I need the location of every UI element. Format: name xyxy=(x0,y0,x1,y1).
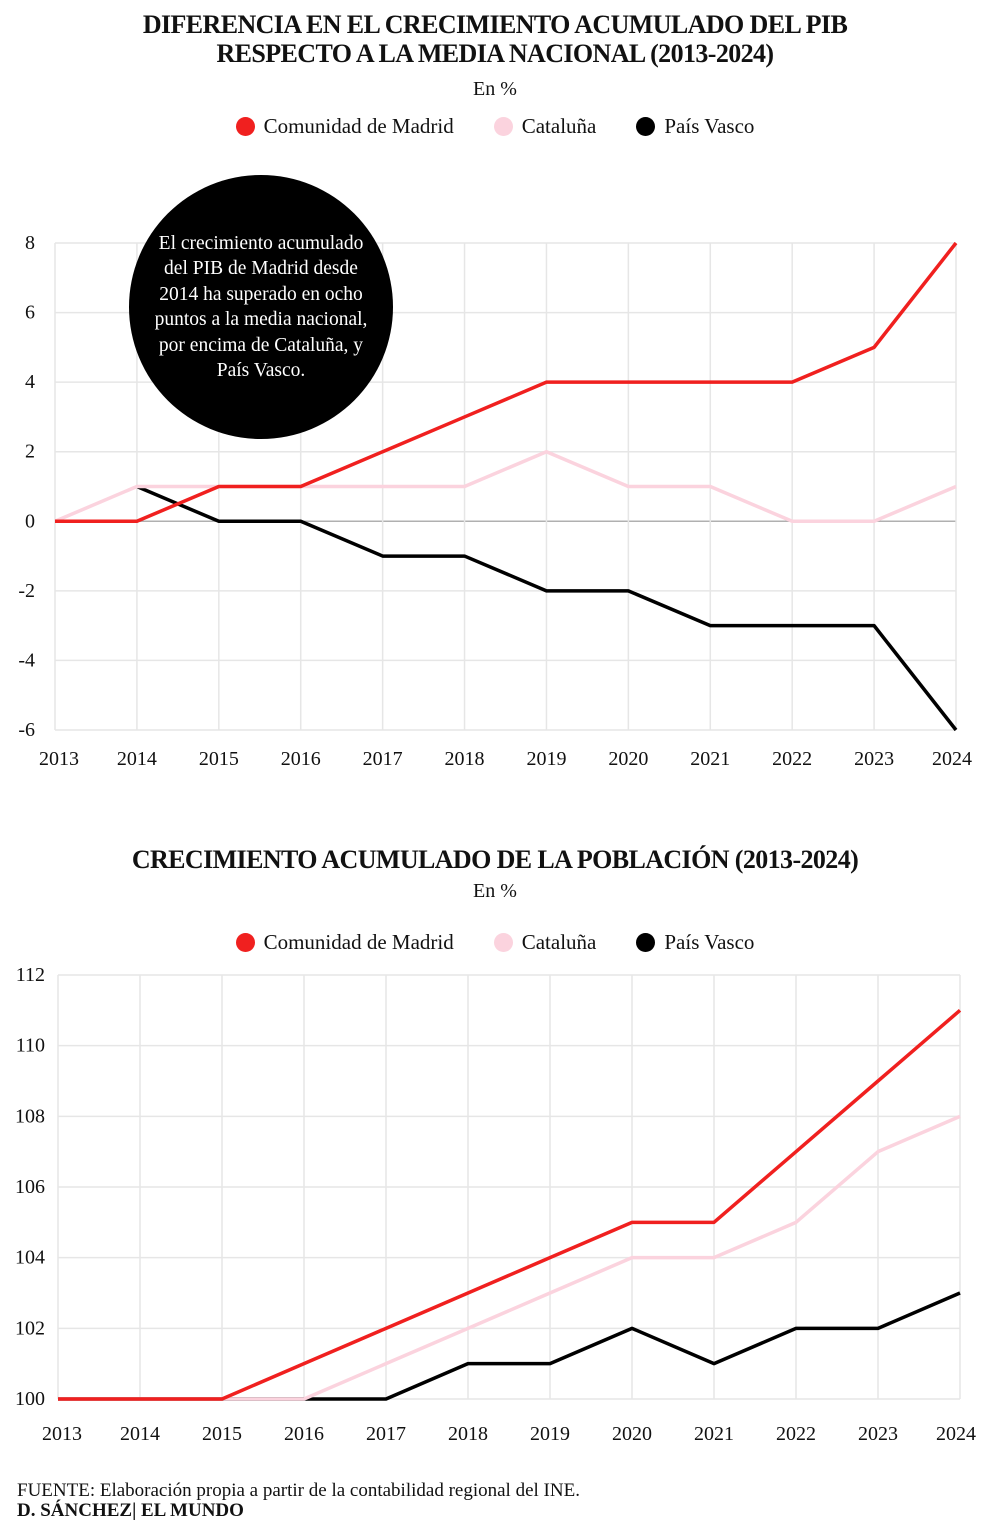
legend-label: Comunidad de Madrid xyxy=(263,114,454,138)
legend-dot-icon xyxy=(493,933,513,952)
legend-item: País Vasco xyxy=(636,114,754,139)
y-tick-label: 102 xyxy=(15,1317,45,1339)
x-tick-label: 2019 xyxy=(526,748,566,770)
x-tick-label: 2013 xyxy=(42,1423,82,1445)
legend-label: Cataluña xyxy=(521,930,597,954)
annotation-bubble: El crecimiento acumulado del PIB de Madr… xyxy=(129,175,393,439)
x-tick-label: 2016 xyxy=(284,1423,324,1445)
y-tick-label: 112 xyxy=(16,964,45,986)
legend-label: Comunidad de Madrid xyxy=(263,930,454,954)
y-tick-label: 2 xyxy=(25,441,35,463)
legend-label: País Vasco xyxy=(664,930,755,954)
chart2-subtitle: En % xyxy=(473,880,517,902)
x-tick-label: 2024 xyxy=(932,748,972,770)
chart1-title: DIFERENCIA EN EL CRECIMIENTO ACUMULADO D… xyxy=(0,10,990,68)
x-tick-label: 2017 xyxy=(366,1423,406,1445)
x-tick-label: 2022 xyxy=(776,1423,816,1445)
x-tick-label: 2015 xyxy=(199,748,239,770)
x-tick-label: 2018 xyxy=(445,748,485,770)
y-tick-label: 0 xyxy=(25,510,35,532)
y-tick-label: 6 xyxy=(25,302,35,324)
x-tick-label: 2014 xyxy=(117,748,157,770)
legend-label: Cataluña xyxy=(521,114,597,138)
y-tick-label: 100 xyxy=(15,1388,45,1410)
series-line-comunidad-de-madrid xyxy=(58,1009,962,1401)
chart1-legend: Comunidad de Madrid Cataluña País Vasco xyxy=(0,114,990,139)
legend-dot-icon xyxy=(636,933,656,952)
legend-item: País Vasco xyxy=(636,930,754,955)
x-tick-label: 2018 xyxy=(448,1423,488,1445)
x-tick-label: 2021 xyxy=(694,1423,734,1445)
x-tick-label: 2013 xyxy=(39,748,79,770)
y-tick-label: 108 xyxy=(15,1105,45,1127)
chart2-title: CRECIMIENTO ACUMULADO DE LA POBLACIÓN (2… xyxy=(131,845,859,874)
series-line-comunidad-de-madrid xyxy=(55,241,958,524)
y-tick-label: -6 xyxy=(18,719,35,741)
chart1-title-line2: RESPECTO A LA MEDIA NACIONAL (2013-2024) xyxy=(216,39,775,68)
legend-dot-icon xyxy=(235,933,255,952)
legend-dot-icon xyxy=(636,117,656,136)
series-line-pa-s-vasco xyxy=(136,484,958,732)
x-tick-label: 2020 xyxy=(612,1423,652,1445)
y-tick-label: 4 xyxy=(25,371,35,393)
legend-item: Comunidad de Madrid xyxy=(235,930,454,955)
x-tick-label: 2016 xyxy=(281,748,321,770)
legend-item: Comunidad de Madrid xyxy=(235,114,454,139)
y-tick-label: -4 xyxy=(18,649,35,671)
source-note: FUENTE: Elaboración propia a partir de l… xyxy=(17,1480,580,1501)
y-tick-label: 106 xyxy=(15,1176,45,1198)
x-tick-label: 2017 xyxy=(363,748,403,770)
y-tick-label: 110 xyxy=(16,1035,45,1057)
series-line-catalu-a xyxy=(54,449,957,524)
credit: D. SÁNCHEZ| EL MUNDO xyxy=(17,1500,244,1521)
x-tick-label: 2022 xyxy=(772,748,812,770)
chart2-legend: Comunidad de Madrid Cataluña País Vasco xyxy=(0,930,990,955)
x-tick-label: 2021 xyxy=(690,748,730,770)
legend-item: Cataluña xyxy=(493,114,597,139)
y-tick-label: 8 xyxy=(25,232,35,254)
x-tick-label: 2020 xyxy=(608,748,648,770)
x-tick-label: 2019 xyxy=(530,1423,570,1445)
chart1-subtitle: En % xyxy=(473,78,517,100)
legend-dot-icon xyxy=(493,117,513,136)
x-tick-label: 2023 xyxy=(858,1423,898,1445)
legend-item: Cataluña xyxy=(493,930,597,955)
x-tick-label: 2023 xyxy=(854,748,894,770)
x-tick-label: 2024 xyxy=(936,1423,976,1445)
x-tick-label: 2015 xyxy=(202,1423,242,1445)
y-tick-label: -2 xyxy=(18,580,35,602)
legend-dot-icon xyxy=(235,117,255,136)
x-tick-label: 2014 xyxy=(120,1423,160,1445)
y-tick-label: 104 xyxy=(15,1247,45,1269)
legend-label: País Vasco xyxy=(664,114,755,138)
chart1-title-line1: DIFERENCIA EN EL CRECIMIENTO ACUMULADO D… xyxy=(142,10,848,39)
